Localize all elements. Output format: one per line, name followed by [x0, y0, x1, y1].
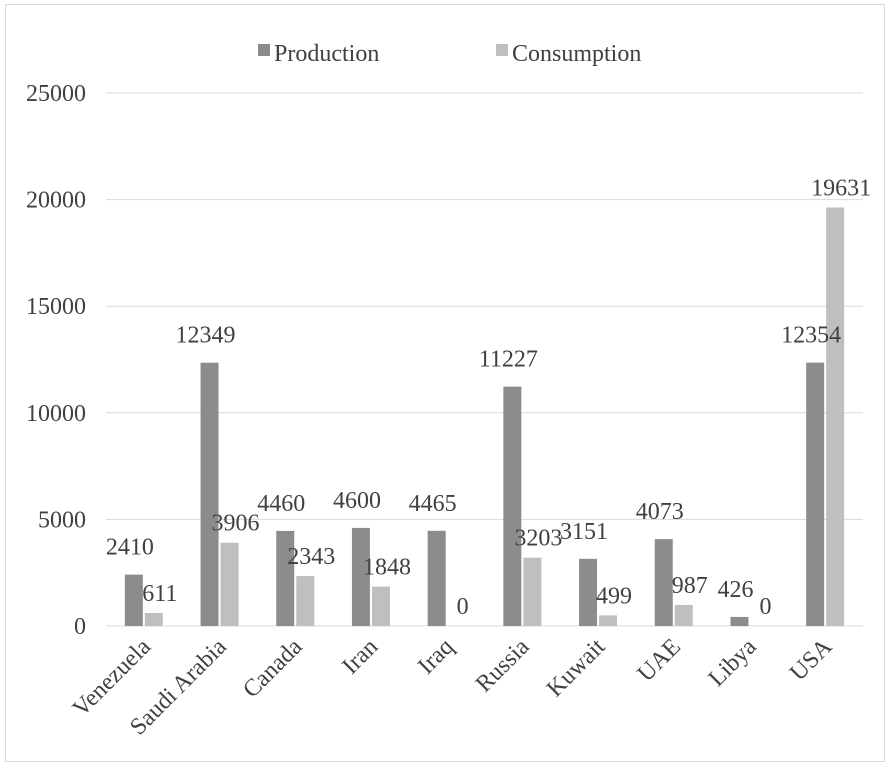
bar-consumption-uae: [674, 604, 693, 626]
bar-consumption-iran: [371, 586, 390, 626]
y-tick-label: 0: [74, 614, 86, 640]
bar-consumption-kuwait: [599, 615, 618, 626]
bar-consumption-usa: [826, 207, 845, 626]
x-tick-label: Libya: [704, 634, 762, 692]
x-tick-label: Iran: [337, 634, 383, 680]
bar-production-libya: [730, 616, 749, 626]
data-label: 1848: [363, 555, 411, 581]
y-tick-label: 20000: [26, 188, 86, 214]
bar-production-canada: [276, 530, 295, 626]
data-label: 4600: [333, 488, 381, 514]
data-label: 4460: [257, 491, 305, 517]
bar-production-saudi-arabia: [200, 362, 219, 626]
bar-consumption-russia: [523, 557, 542, 626]
x-tick-label: Russia: [471, 634, 535, 698]
bar-consumption-saudi-arabia: [220, 542, 239, 626]
bar-production-russia: [503, 386, 522, 626]
chart-frame: [5, 4, 885, 762]
legend: Production Consumption: [258, 41, 641, 67]
data-label: 3151: [560, 519, 608, 545]
y-tick-label: 15000: [26, 294, 86, 320]
data-label: 3203: [514, 526, 562, 552]
y-tick-label: 5000: [38, 507, 86, 533]
data-label: 12349: [176, 323, 236, 349]
data-label: 11227: [479, 347, 538, 373]
data-label: 3906: [212, 511, 260, 537]
data-label: 4073: [636, 499, 684, 525]
data-label: 19631: [811, 175, 871, 201]
x-tick-label: UAE: [633, 634, 686, 687]
y-tick-label: 25000: [26, 81, 86, 107]
bar-production-kuwait: [579, 558, 598, 626]
bars: [124, 207, 845, 626]
data-label: 611: [142, 581, 177, 607]
data-label: 499: [596, 583, 632, 609]
x-tick-label: Iraq: [413, 634, 459, 680]
bar-consumption-venezuela: [144, 612, 163, 626]
data-label: 2410: [106, 535, 154, 561]
legend-swatch: [258, 44, 270, 56]
legend-label: Consumption: [512, 41, 641, 67]
data-label: 4465: [409, 491, 457, 517]
data-label: 0: [457, 594, 469, 620]
legend-swatch: [496, 44, 508, 56]
data-label: 12354: [781, 323, 841, 349]
data-label: 0: [759, 594, 771, 620]
data-label: 987: [672, 573, 708, 599]
y-tick-label: 10000: [26, 401, 86, 427]
legend-label: Production: [274, 41, 379, 67]
bar-production-uae: [654, 539, 673, 626]
x-tick-label: USA: [785, 633, 838, 686]
y-axis: 0 5000 10000 15000 20000 25000: [26, 81, 86, 640]
bar-production-iran: [351, 527, 370, 626]
bar-production-iraq: [427, 530, 446, 626]
data-label: 426: [717, 577, 753, 603]
bar-production-venezuela: [124, 574, 143, 626]
x-tick-label: Kuwait: [542, 634, 611, 703]
bar-production-usa: [806, 362, 825, 626]
data-label: 2343: [287, 544, 335, 570]
bar-consumption-canada: [296, 576, 315, 626]
x-tick-label: Canada: [238, 634, 308, 704]
